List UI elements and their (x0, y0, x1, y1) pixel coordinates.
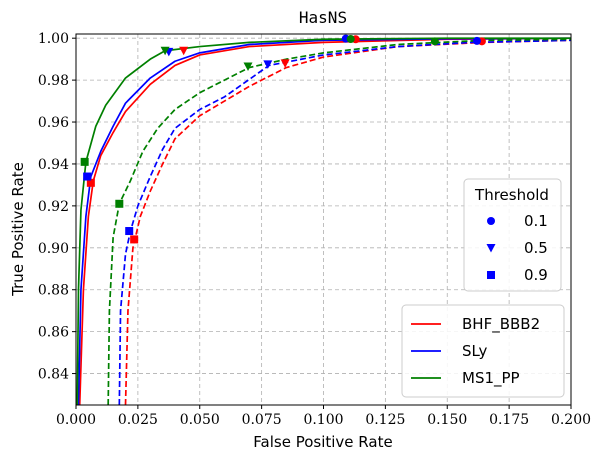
x-tick-label: 0.050 (180, 412, 220, 428)
x-axis-label: False Positive Rate (253, 433, 392, 451)
model-legend-label: BHF_BBB2 (462, 315, 540, 334)
x-tick-label: 0.025 (118, 412, 158, 428)
threshold-legend-circle-icon (487, 217, 495, 225)
x-tick-label: 0.075 (242, 412, 282, 428)
series-line-sly-dashed (118, 39, 571, 405)
threshold-legend-label: 0.1 (524, 212, 548, 230)
series-line-bhf-bbb2-solid (78, 37, 571, 405)
y-tick-label: 1.00 (38, 31, 69, 47)
model-legend-label: MS1_PP (462, 369, 520, 388)
x-tick-label: 0.000 (56, 412, 96, 428)
x-tick-label: 0.150 (427, 412, 467, 428)
chart-title: HasNS (299, 8, 347, 27)
series-line-sly-solid (77, 37, 571, 405)
model-legend: BHF_BBB2 SLy MS1_PP (401, 304, 565, 398)
marker-triangle-ms1-pp (243, 62, 253, 71)
threshold-legend: Threshold 0.1 0.5 0.9 (463, 178, 562, 292)
y-tick-label: 0.98 (38, 73, 69, 89)
threshold-legend-frame (463, 178, 562, 292)
x-axis: 0.000 0.025 0.050 0.075 0.100 0.125 0.150 0.175… (56, 405, 591, 428)
y-tick-label: 0.84 (38, 367, 69, 383)
x-tick-label: 0.125 (365, 412, 405, 428)
marker-triangle-ms1-pp (160, 46, 170, 56)
y-tick-label: 0.92 (38, 199, 69, 215)
x-tick-label: 0.100 (303, 412, 343, 428)
marker-circle-ms1-pp (346, 35, 355, 44)
model-legend-frame (401, 304, 565, 398)
marker-circle-ms1-pp (430, 37, 439, 46)
y-tick-label: 0.86 (38, 325, 69, 341)
marker-triangle-bhf-bbb2 (179, 46, 189, 56)
marker-square-sly (83, 172, 92, 181)
x-tick-label: 0.200 (551, 412, 591, 428)
series-line-ms1-pp-dashed (107, 38, 571, 405)
threshold-markers (80, 34, 486, 244)
marker-circle-sly (472, 36, 481, 45)
y-tick-label: 0.90 (38, 241, 69, 257)
y-tick-label: 0.94 (38, 157, 69, 173)
threshold-legend-label: 0.9 (524, 266, 548, 284)
marker-triangle-sly (263, 60, 273, 69)
y-tick-label: 0.88 (38, 283, 69, 299)
series-line-ms1-pp-solid (76, 37, 571, 405)
model-legend-label: SLy (462, 342, 488, 360)
marker-square-ms1-pp (115, 199, 124, 208)
y-tick-label: 0.96 (38, 115, 69, 131)
marker-square-bhf-bbb2 (130, 235, 139, 244)
x-tick-label: 0.175 (489, 412, 529, 428)
marker-triangle-bhf-bbb2 (280, 59, 290, 68)
y-axis: 0.84 0.86 0.88 0.90 0.92 0.94 0.96 0.98 1.00 (38, 31, 76, 383)
marker-square-ms1-pp (80, 157, 89, 166)
threshold-legend-label: 0.5 (524, 239, 548, 257)
y-axis-label: True Positive Rate (9, 162, 27, 297)
marker-square-bhf-bbb2 (86, 178, 95, 187)
marker-square-sly (125, 227, 134, 236)
threshold-legend-square-icon (487, 271, 495, 279)
series-lines (76, 37, 571, 405)
threshold-legend-triangle-icon (486, 244, 496, 253)
threshold-legend-title: Threshold (474, 186, 549, 204)
